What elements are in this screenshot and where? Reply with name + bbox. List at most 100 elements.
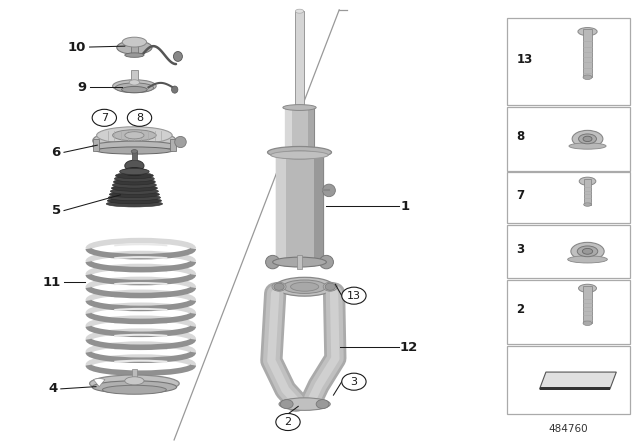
Ellipse shape <box>571 242 604 260</box>
Ellipse shape <box>113 179 156 185</box>
FancyBboxPatch shape <box>507 346 630 414</box>
Ellipse shape <box>283 104 316 110</box>
Text: 6: 6 <box>52 146 61 159</box>
Text: 3: 3 <box>516 242 525 256</box>
Ellipse shape <box>273 257 326 267</box>
Text: 5: 5 <box>52 204 61 217</box>
FancyBboxPatch shape <box>132 369 137 377</box>
Ellipse shape <box>572 130 603 147</box>
Ellipse shape <box>122 86 147 93</box>
Text: 7: 7 <box>100 113 108 123</box>
Ellipse shape <box>272 282 286 291</box>
Ellipse shape <box>568 256 607 263</box>
FancyBboxPatch shape <box>507 225 630 278</box>
Text: 3: 3 <box>351 377 357 387</box>
FancyBboxPatch shape <box>296 11 304 108</box>
Ellipse shape <box>111 185 157 191</box>
FancyBboxPatch shape <box>131 45 138 55</box>
Text: 11: 11 <box>42 276 61 289</box>
Text: 4: 4 <box>49 382 58 396</box>
Text: 12: 12 <box>400 340 419 354</box>
Ellipse shape <box>131 150 138 153</box>
Ellipse shape <box>115 176 154 182</box>
Ellipse shape <box>266 255 280 269</box>
Ellipse shape <box>93 141 176 151</box>
Ellipse shape <box>113 130 156 141</box>
Text: 8: 8 <box>136 113 143 123</box>
FancyBboxPatch shape <box>131 70 138 82</box>
Circle shape <box>342 287 366 304</box>
FancyBboxPatch shape <box>276 155 323 262</box>
Text: 2: 2 <box>516 303 525 316</box>
Ellipse shape <box>129 80 140 85</box>
Ellipse shape <box>283 280 326 293</box>
Ellipse shape <box>584 202 591 206</box>
Ellipse shape <box>125 53 144 57</box>
Ellipse shape <box>294 105 306 110</box>
FancyBboxPatch shape <box>297 255 302 269</box>
Circle shape <box>276 414 300 431</box>
Ellipse shape <box>583 136 592 142</box>
FancyBboxPatch shape <box>314 155 323 262</box>
Ellipse shape <box>291 282 319 291</box>
FancyBboxPatch shape <box>584 179 591 204</box>
Circle shape <box>274 283 284 290</box>
Text: 1: 1 <box>401 199 410 213</box>
Text: 9: 9 <box>77 81 86 94</box>
FancyBboxPatch shape <box>308 108 314 152</box>
Circle shape <box>342 373 366 390</box>
Circle shape <box>280 400 293 409</box>
Wedge shape <box>93 379 105 387</box>
Ellipse shape <box>110 188 159 194</box>
Polygon shape <box>540 387 610 390</box>
FancyBboxPatch shape <box>507 280 630 344</box>
Ellipse shape <box>90 375 179 392</box>
Ellipse shape <box>175 136 186 148</box>
FancyBboxPatch shape <box>507 107 630 171</box>
Ellipse shape <box>268 146 332 158</box>
Ellipse shape <box>102 385 166 394</box>
Ellipse shape <box>93 130 176 151</box>
Ellipse shape <box>92 381 177 393</box>
Ellipse shape <box>279 398 330 410</box>
Ellipse shape <box>582 248 593 254</box>
Ellipse shape <box>125 160 144 172</box>
Ellipse shape <box>296 9 304 13</box>
FancyBboxPatch shape <box>285 108 292 152</box>
FancyBboxPatch shape <box>583 29 592 77</box>
Ellipse shape <box>113 80 156 92</box>
Text: 8: 8 <box>516 130 525 143</box>
Ellipse shape <box>271 151 328 159</box>
Ellipse shape <box>173 52 182 61</box>
Ellipse shape <box>583 75 592 80</box>
Ellipse shape <box>323 282 337 291</box>
Ellipse shape <box>108 198 161 204</box>
Text: 13: 13 <box>516 53 532 66</box>
FancyBboxPatch shape <box>170 139 176 151</box>
Ellipse shape <box>120 168 149 175</box>
FancyBboxPatch shape <box>285 108 314 152</box>
FancyBboxPatch shape <box>276 155 285 262</box>
Ellipse shape <box>106 201 163 207</box>
Ellipse shape <box>319 255 333 269</box>
Ellipse shape <box>579 134 596 144</box>
Text: 13: 13 <box>347 291 361 301</box>
Ellipse shape <box>569 143 606 149</box>
Text: 2: 2 <box>284 417 292 427</box>
Circle shape <box>325 283 335 290</box>
Text: 10: 10 <box>68 40 86 54</box>
Ellipse shape <box>579 284 596 293</box>
FancyBboxPatch shape <box>93 139 99 151</box>
Polygon shape <box>540 372 616 389</box>
Ellipse shape <box>97 127 172 144</box>
FancyBboxPatch shape <box>507 18 630 105</box>
Ellipse shape <box>276 151 323 159</box>
Ellipse shape <box>125 377 144 385</box>
Ellipse shape <box>123 168 146 176</box>
Ellipse shape <box>96 147 173 154</box>
Ellipse shape <box>113 182 156 188</box>
Circle shape <box>92 109 116 126</box>
Circle shape <box>127 109 152 126</box>
Ellipse shape <box>579 177 596 185</box>
Ellipse shape <box>125 132 144 139</box>
